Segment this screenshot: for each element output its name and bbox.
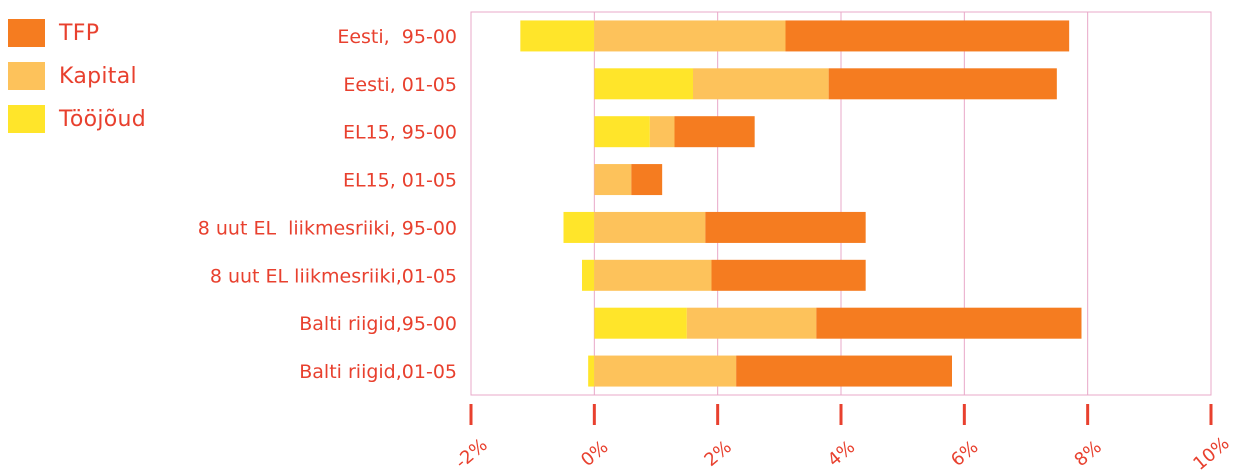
bar-0-series-2 — [785, 20, 1070, 52]
bar-6-series-1 — [686, 307, 817, 339]
x-tick-label-3: 4% — [824, 437, 859, 471]
bar-1-series-2 — [828, 68, 1057, 100]
legend: TFP Kapital Tööjõud — [8, 14, 146, 143]
bar-3-series-1 — [594, 164, 632, 196]
legend-label-tfp: TFP — [59, 20, 100, 46]
bar-7-series-1 — [594, 355, 737, 387]
bar-6-series-0 — [594, 307, 687, 339]
bar-4-series-1 — [594, 211, 706, 243]
x-tick-label-6: 10% — [1189, 433, 1233, 475]
bar-7-series-2 — [736, 355, 952, 387]
bar-3-series-2 — [631, 164, 663, 196]
bar-1-series-1 — [693, 68, 829, 100]
legend-swatch-tfp — [8, 19, 45, 47]
bar-5-series-1 — [594, 259, 712, 291]
x-tick-label-5: 8% — [1070, 437, 1105, 471]
legend-label-toojoud: Tööjõud — [59, 106, 147, 132]
legend-item-toojoud: Tööjõud — [8, 100, 146, 138]
category-label-4: 8 uut EL liikmesriiki, 95-00 — [198, 217, 457, 239]
x-tick-label-0: -2% — [451, 434, 491, 473]
bar-5-series-2 — [711, 259, 866, 291]
bar-0-series-1 — [594, 20, 786, 52]
category-label-5: 8 uut EL liikmesriiki,01-05 — [210, 265, 457, 287]
legend-swatch-kapital — [8, 62, 45, 90]
legend-item-tfp: TFP — [8, 14, 146, 52]
category-label-1: Eesti, 01-05 — [343, 74, 457, 96]
category-label-3: EL15, 01-05 — [343, 170, 457, 192]
x-tick-label-4: 6% — [947, 437, 982, 471]
bar-5-series-0 — [582, 259, 595, 291]
bar-4-series-2 — [705, 211, 866, 243]
category-label-6: Balti riigid,95-00 — [299, 313, 457, 335]
x-tick-label-2: 2% — [700, 437, 735, 471]
category-label-0: Eesti, 95-00 — [337, 26, 457, 48]
bar-1-series-0 — [594, 68, 693, 100]
bar-2-series-1 — [649, 116, 675, 148]
x-tick-label-1: 0% — [577, 437, 612, 471]
category-label-7: Balti riigid,01-05 — [299, 361, 457, 383]
legend-item-kapital: Kapital — [8, 57, 146, 95]
category-label-2: EL15, 95-00 — [343, 122, 457, 144]
bar-2-series-2 — [674, 116, 755, 148]
bar-4-series-0 — [563, 211, 595, 243]
bar-6-series-2 — [816, 307, 1082, 339]
legend-label-kapital: Kapital — [59, 63, 137, 89]
bar-2-series-0 — [594, 116, 650, 148]
bar-0-series-0 — [520, 20, 595, 52]
legend-swatch-toojoud — [8, 105, 45, 133]
bar-7-series-0 — [588, 355, 595, 387]
